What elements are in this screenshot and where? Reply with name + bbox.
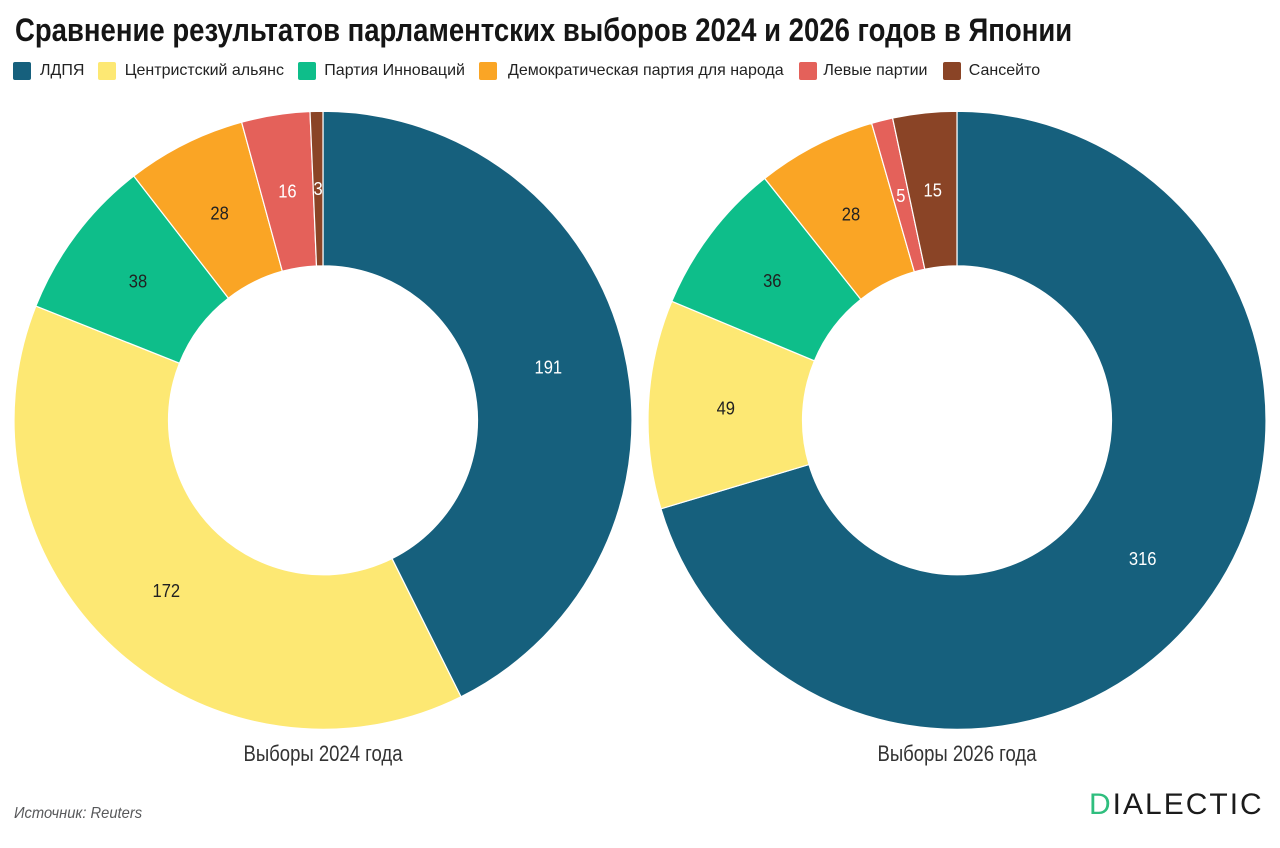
svg-text:191: 191	[535, 357, 563, 377]
svg-text:36: 36	[763, 271, 781, 291]
svg-text:Выборы 2024 года: Выборы 2024 года	[244, 741, 404, 766]
svg-text:28: 28	[842, 205, 860, 225]
svg-text:28: 28	[210, 203, 228, 223]
svg-text:38: 38	[129, 271, 147, 291]
svg-text:15: 15	[924, 180, 942, 200]
svg-text:49: 49	[717, 398, 735, 418]
svg-text:16: 16	[278, 182, 296, 202]
svg-text:5: 5	[896, 186, 905, 206]
svg-text:316: 316	[1129, 549, 1157, 569]
svg-text:172: 172	[153, 581, 181, 601]
svg-text:3: 3	[314, 179, 323, 199]
svg-text:Выборы 2026 года: Выборы 2026 года	[878, 741, 1038, 766]
